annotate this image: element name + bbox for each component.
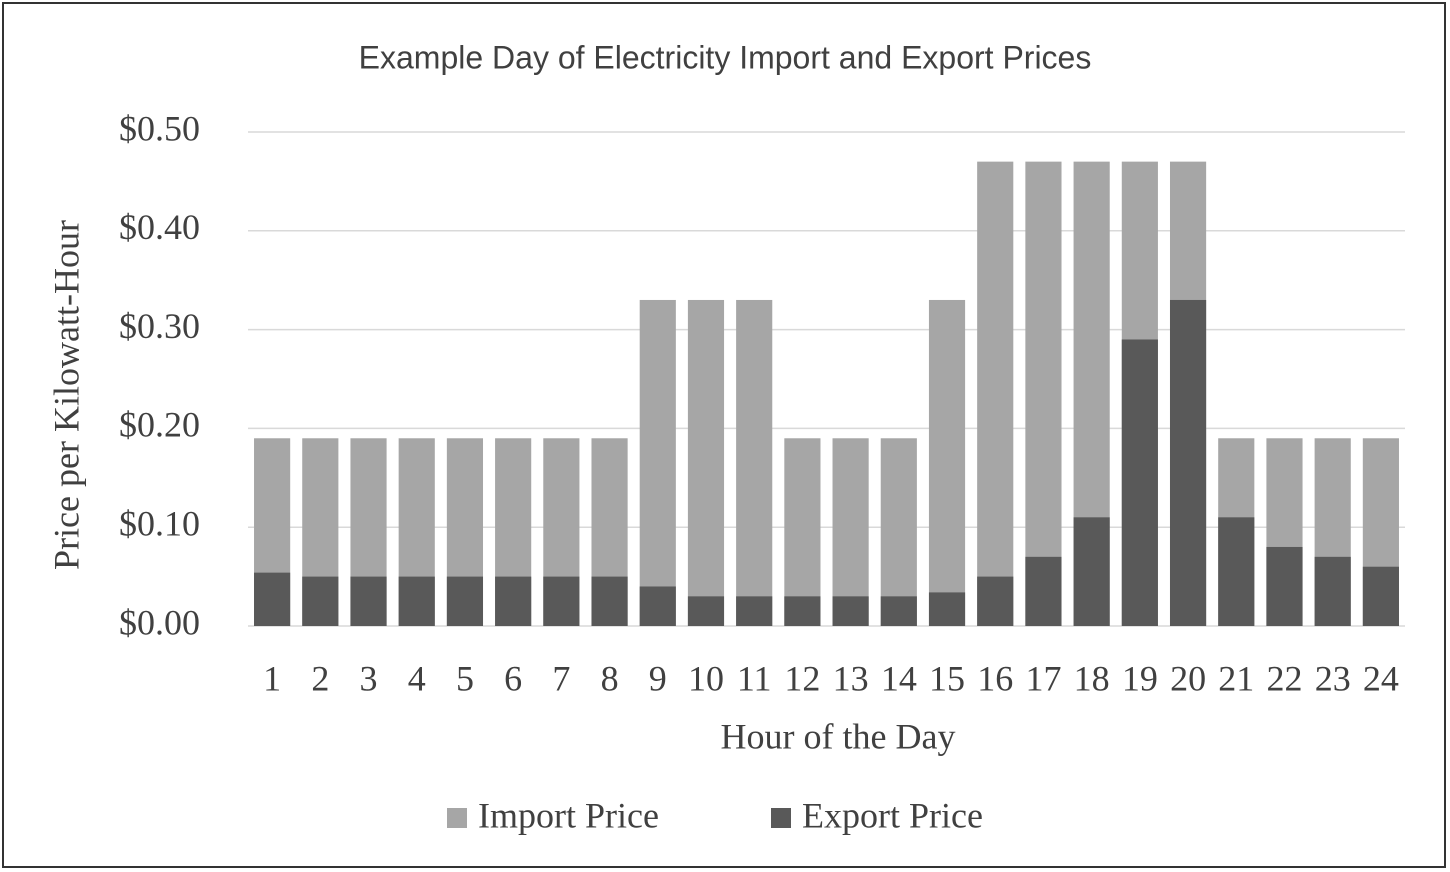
- bar: [398, 576, 435, 626]
- x-tick-label: 10: [688, 658, 724, 698]
- x-tick-label: 1: [263, 658, 281, 698]
- bar: [928, 592, 966, 626]
- bar: [254, 572, 291, 626]
- bar: [977, 161, 1014, 626]
- bar: [784, 438, 821, 626]
- x-tick-label: 18: [1074, 658, 1110, 698]
- chart-title: Example Day of Electricity Import and Ex…: [359, 39, 1092, 75]
- x-tick-label: 5: [456, 658, 474, 698]
- x-tick-label: 23: [1315, 658, 1351, 698]
- bar: [1025, 556, 1062, 626]
- bar: [495, 576, 532, 626]
- bar: [928, 299, 966, 626]
- x-tick-label: 16: [977, 658, 1013, 698]
- x-tick-label: 6: [504, 658, 522, 698]
- x-tick-label: 22: [1266, 658, 1302, 698]
- bar: [1218, 517, 1255, 626]
- x-tick-label: 24: [1363, 658, 1399, 698]
- x-tick-label: 7: [552, 658, 570, 698]
- bar: [302, 576, 339, 626]
- bar: [977, 576, 1014, 626]
- legend-label: Export Price: [802, 795, 983, 835]
- bar: [736, 299, 773, 626]
- bar: [687, 596, 725, 626]
- x-tick-label: 14: [881, 658, 917, 698]
- bar: [639, 299, 676, 626]
- x-tick-label: 11: [737, 658, 772, 698]
- x-tick-label: 12: [784, 658, 820, 698]
- x-tick-label: 19: [1122, 658, 1158, 698]
- bar: [880, 438, 917, 626]
- legend-swatch: [447, 808, 467, 828]
- bar: [687, 299, 725, 626]
- legend-label: Import Price: [478, 795, 659, 835]
- x-tick-label: 13: [833, 658, 869, 698]
- x-tick-label: 20: [1170, 658, 1206, 698]
- bar: [446, 576, 484, 626]
- bar: [1121, 339, 1158, 626]
- y-tick-label: $0.10: [119, 503, 200, 543]
- bar: [639, 586, 676, 626]
- bar: [1073, 517, 1110, 626]
- x-tick-label: 8: [601, 658, 619, 698]
- bar: [1362, 566, 1399, 626]
- bar: [1025, 161, 1062, 626]
- bar: [1266, 546, 1303, 626]
- bar: [543, 576, 580, 626]
- x-tick-label: 3: [360, 658, 378, 698]
- y-tick-label: $0.40: [119, 207, 200, 247]
- bar: [784, 596, 821, 626]
- y-tick-label: $0.00: [119, 602, 200, 642]
- x-tick-label: 2: [311, 658, 329, 698]
- bar: [591, 576, 628, 626]
- bar: [350, 576, 387, 626]
- bar: [832, 438, 869, 626]
- x-axis-title: Hour of the Day: [721, 716, 956, 756]
- x-tick-label: 9: [649, 658, 667, 698]
- x-tick-label: 17: [1025, 658, 1061, 698]
- y-tick-label: $0.50: [119, 108, 200, 148]
- y-tick-label: $0.30: [119, 306, 200, 346]
- bar: [736, 596, 773, 626]
- bar: [1169, 299, 1207, 626]
- x-tick-label: 21: [1218, 658, 1254, 698]
- x-tick-label: 15: [929, 658, 965, 698]
- bar: [832, 596, 869, 626]
- x-tick-label: 4: [408, 658, 426, 698]
- bar: [880, 596, 917, 626]
- bar: [1314, 556, 1351, 626]
- y-axis-title: Price per Kilowatt-Hour: [46, 220, 86, 570]
- y-tick-label: $0.20: [119, 405, 200, 445]
- legend-swatch: [771, 808, 791, 828]
